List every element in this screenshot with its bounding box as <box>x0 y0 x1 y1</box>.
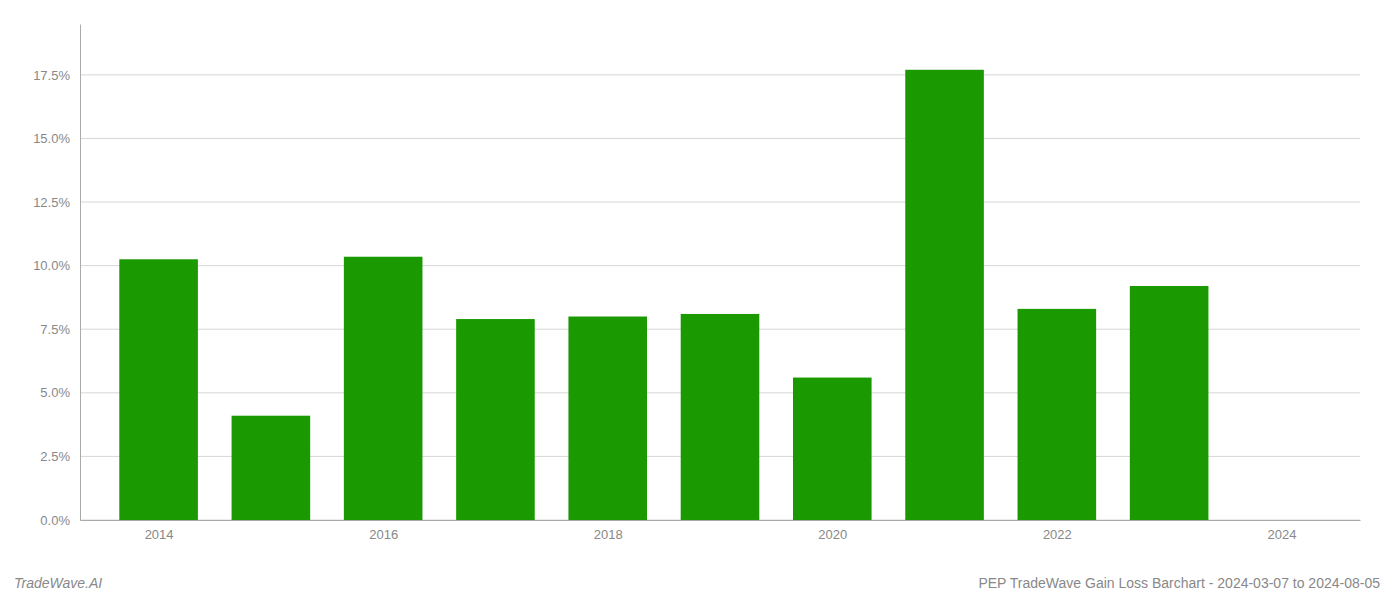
x-tick-label: 2016 <box>369 527 398 542</box>
chart: 2014 2016 2018 2020 2022 2024 0.0% 2.5% 5.0% 7.5%… <box>0 0 1400 600</box>
y-tick-label: 10.0% <box>33 258 70 273</box>
bar <box>681 314 760 520</box>
x-tick: 2024 <box>1267 520 1296 542</box>
bar <box>905 70 984 520</box>
grid <box>80 75 1360 520</box>
y-tick-label: 15.0% <box>33 131 70 146</box>
x-tick-label: 2014 <box>145 527 174 542</box>
y-tick-label: 7.5% <box>40 322 70 337</box>
bar <box>232 416 311 520</box>
plot-area <box>119 70 1208 520</box>
annotation: TradeWave.AI <box>14 575 102 591</box>
y-tick: 10.0% <box>33 258 80 273</box>
y-tick-label: 5.0% <box>40 385 70 400</box>
x-tick-label: 2022 <box>1043 527 1072 542</box>
y-tick: 15.0% <box>33 131 80 146</box>
y-tick-label: 12.5% <box>33 195 70 210</box>
x-tick: 2018 <box>594 520 623 542</box>
y-tick: 17.5% <box>33 68 80 83</box>
grid-line <box>80 74 1360 75</box>
bar <box>568 317 647 520</box>
title: PEP TradeWave Gain Loss Barchart - 2024-… <box>978 575 1380 591</box>
x-axis-line <box>81 520 1361 521</box>
bar <box>793 378 872 520</box>
y-tick-label: 0.0% <box>40 513 70 528</box>
y-tick: 7.5% <box>40 322 80 337</box>
bar <box>344 257 423 520</box>
y-tick: 12.5% <box>33 195 80 210</box>
y-tick: 5.0% <box>40 385 80 400</box>
x-tick-label: 2018 <box>594 527 623 542</box>
y-axis-line <box>80 25 81 521</box>
y-axis: 0.0% 2.5% 5.0% 7.5% 10.0% 12.5% 15.0% 17.5% <box>33 25 80 528</box>
bar <box>1018 309 1097 520</box>
x-tick: 2020 <box>818 520 847 542</box>
grid-line <box>80 138 1360 139</box>
y-tick-label: 2.5% <box>40 449 70 464</box>
bar <box>1130 286 1209 520</box>
x-axis: 2014 2016 2018 2020 2022 2024 <box>81 520 1361 542</box>
grid-line <box>80 202 1360 203</box>
x-tick: 2014 <box>145 520 174 542</box>
y-tick-label: 17.5% <box>33 68 70 83</box>
y-tick: 0.0% <box>40 513 80 528</box>
bar <box>119 259 198 520</box>
x-tick-label: 2020 <box>818 527 847 542</box>
bar <box>456 319 535 520</box>
x-tick: 2016 <box>369 520 398 542</box>
y-tick: 2.5% <box>40 449 80 464</box>
x-tick-label: 2024 <box>1267 527 1296 542</box>
x-tick: 2022 <box>1043 520 1072 542</box>
grid-line <box>80 265 1360 266</box>
